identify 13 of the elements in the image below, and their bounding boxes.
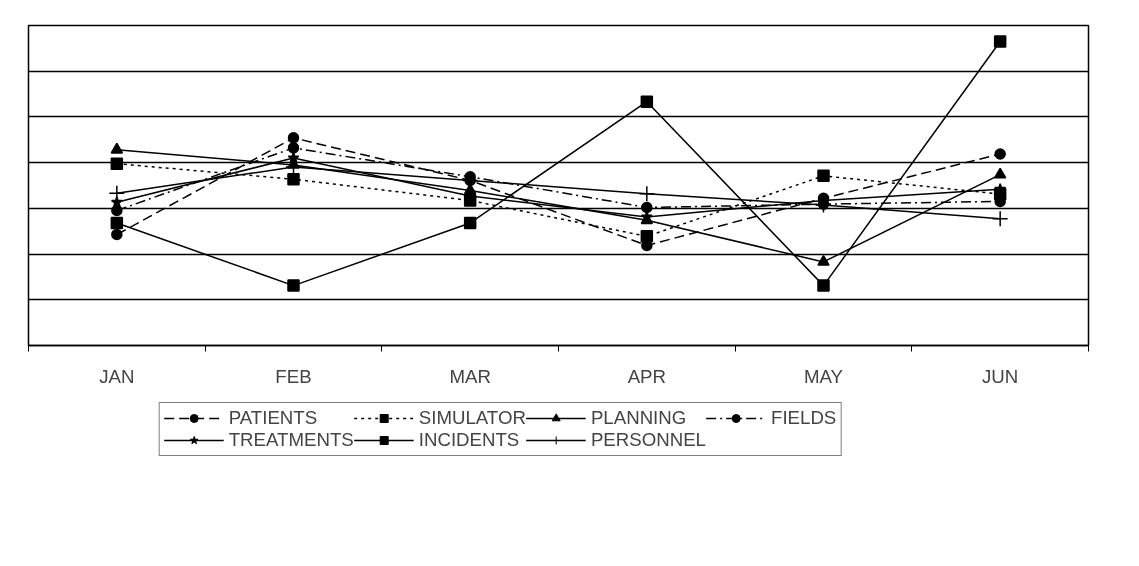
legend-label: PLANNING (590, 407, 687, 429)
legend-label: INCIDENTS (418, 429, 520, 451)
legend-label: PERSONNEL (590, 429, 706, 451)
legend-label: TREATMENTS (228, 429, 354, 451)
legend-label: FIELDS (770, 407, 837, 429)
legend-label: PATIENTS (228, 407, 318, 429)
legend-label: SIMULATOR (418, 407, 526, 429)
x-tick-label: MAR (449, 365, 491, 387)
x-tick-label: APR (627, 365, 667, 387)
x-tick-label: FEB (275, 365, 312, 387)
x-tick-label: MAY (803, 365, 844, 387)
x-tick-label: JAN (99, 365, 135, 387)
x-tick-label: JUN (982, 365, 1019, 387)
